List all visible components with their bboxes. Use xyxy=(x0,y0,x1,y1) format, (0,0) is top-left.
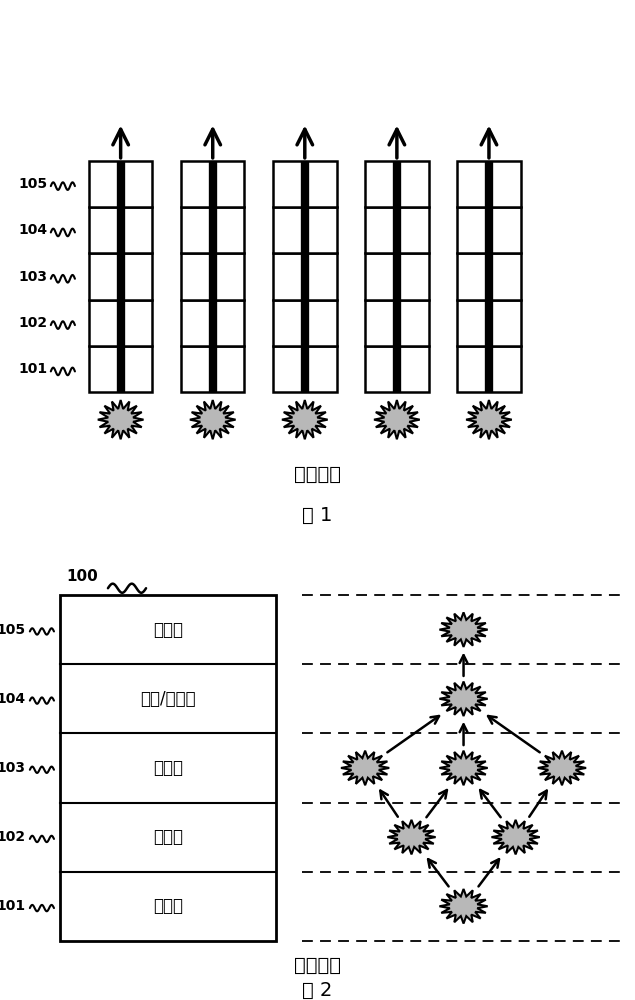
Polygon shape xyxy=(439,682,488,716)
Text: 图 1: 图 1 xyxy=(302,506,333,525)
Bar xyxy=(365,346,429,392)
Text: 103: 103 xyxy=(0,761,25,775)
Text: 传输层: 传输层 xyxy=(153,897,184,915)
Text: 现有技术: 现有技术 xyxy=(294,956,341,975)
Polygon shape xyxy=(491,820,540,854)
Bar xyxy=(181,207,244,253)
Bar xyxy=(365,253,429,300)
Bar xyxy=(89,161,152,207)
Polygon shape xyxy=(282,400,328,439)
Polygon shape xyxy=(439,889,488,924)
Text: 对话/会话层: 对话/会话层 xyxy=(140,690,196,708)
Bar xyxy=(89,346,152,392)
Bar xyxy=(457,207,521,253)
Text: 解析层: 解析层 xyxy=(153,828,184,846)
Polygon shape xyxy=(466,400,512,439)
Text: 104: 104 xyxy=(0,692,25,706)
Bar xyxy=(457,300,521,346)
Bar xyxy=(457,253,521,300)
Bar xyxy=(273,207,337,253)
Text: 现有技术: 现有技术 xyxy=(294,465,341,484)
Text: 105: 105 xyxy=(0,623,25,637)
Text: 104: 104 xyxy=(18,223,48,237)
Bar xyxy=(273,346,337,392)
Bar xyxy=(457,161,521,207)
Text: 101: 101 xyxy=(18,362,48,376)
Bar xyxy=(89,300,152,346)
Text: 101: 101 xyxy=(0,899,25,913)
Polygon shape xyxy=(439,612,488,647)
Text: 应用层: 应用层 xyxy=(153,621,184,639)
Bar xyxy=(89,253,152,300)
Polygon shape xyxy=(374,400,420,439)
Text: 事务层: 事务层 xyxy=(153,759,184,777)
Bar xyxy=(181,346,244,392)
Polygon shape xyxy=(341,751,389,785)
Polygon shape xyxy=(98,400,144,439)
Text: 102: 102 xyxy=(18,316,48,330)
Bar xyxy=(181,253,244,300)
Text: 图 2: 图 2 xyxy=(302,980,333,999)
Text: 105: 105 xyxy=(18,177,48,191)
Text: 100: 100 xyxy=(67,569,98,584)
Bar xyxy=(365,300,429,346)
Bar xyxy=(60,595,276,941)
Text: 103: 103 xyxy=(18,270,48,284)
Bar xyxy=(365,161,429,207)
Bar xyxy=(273,253,337,300)
Bar xyxy=(273,300,337,346)
Polygon shape xyxy=(439,751,488,785)
Text: 102: 102 xyxy=(0,830,25,844)
Polygon shape xyxy=(387,820,436,854)
Bar xyxy=(181,161,244,207)
Bar xyxy=(457,346,521,392)
Bar xyxy=(365,207,429,253)
Polygon shape xyxy=(538,751,586,785)
Bar xyxy=(273,161,337,207)
Polygon shape xyxy=(190,400,236,439)
Bar xyxy=(89,207,152,253)
Bar xyxy=(181,300,244,346)
